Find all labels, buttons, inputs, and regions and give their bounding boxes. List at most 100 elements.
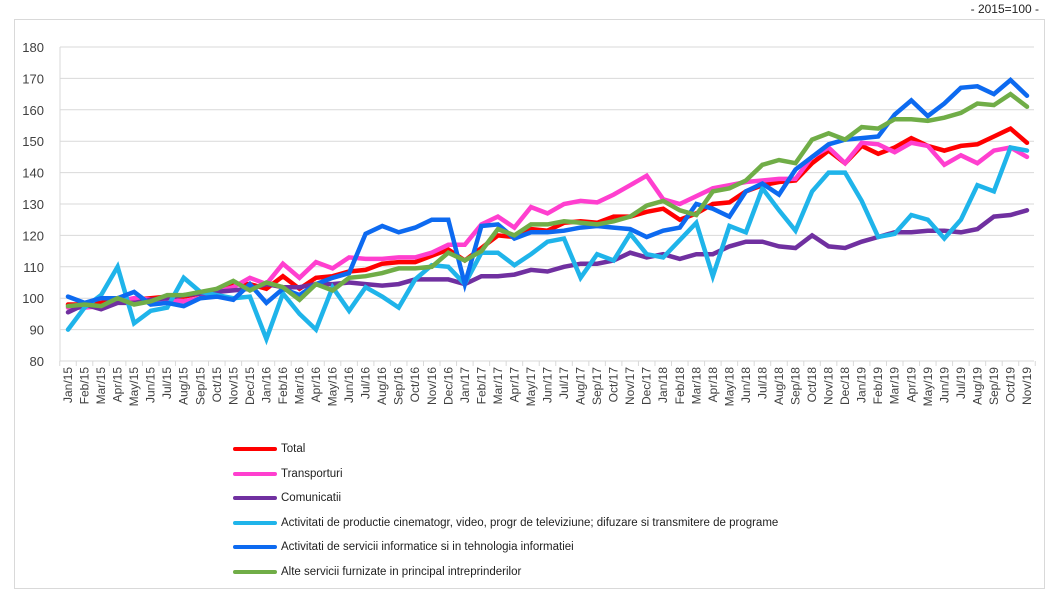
x-tick-label: Jan/16 [259, 367, 273, 403]
x-tick-label: Feb/18 [673, 367, 687, 405]
x-tick-label: Aug/16 [375, 367, 389, 405]
x-axis: Jan/15 Feb/15 Mar/15 Apr/15 May/15 Jun/15 Jul/… [59, 360, 1036, 407]
x-tick-label: Jun/16 [342, 367, 356, 403]
series-line-0 [65, 125, 1030, 307]
legend-item-transporturi: Transporturi [233, 462, 778, 487]
x-tick-label: Nov/15 [226, 367, 240, 405]
x-tick-label: Apr/17 [507, 367, 521, 403]
x-tick-label: Sep/15 [193, 367, 207, 405]
x-tick-label: Mar/19 [888, 367, 902, 405]
x-tick-label: Sep/18 [789, 367, 803, 405]
x-tick-label: Aug/17 [574, 367, 588, 405]
legend-item-comunicatii: Comunicatii [233, 486, 778, 511]
x-tick-label: Aug/18 [772, 367, 786, 405]
y-tick-label: 160 [22, 103, 44, 118]
x-tick-label: Dec/16 [441, 367, 455, 405]
x-tick-label: Sep/17 [590, 367, 604, 405]
x-tick-label: Nov/19 [1020, 367, 1034, 405]
x-tick-label: Oct/19 [1003, 367, 1017, 403]
x-tick-label: Aug/15 [177, 367, 191, 405]
x-tick-label: Jul/18 [755, 367, 769, 399]
legend: Total Transporturi Comunicatii Activitat… [233, 437, 778, 584]
x-tick-label: Jan/15 [61, 367, 75, 403]
x-tick-label: Apr/15 [111, 367, 125, 403]
x-tick-label: Jun/17 [541, 367, 555, 403]
x-tick-label: Feb/16 [276, 367, 290, 405]
x-tick-label: Feb/19 [871, 367, 885, 405]
x-tick-label: Apr/16 [309, 367, 323, 403]
legend-item-alte-servicii: Alte servicii furnizate in principal int… [233, 560, 778, 585]
legend-label: Comunicatii [281, 492, 342, 505]
x-tick-label: May/15 [127, 367, 141, 407]
x-tick-label: Dec/17 [640, 367, 654, 405]
x-tick-label: Jan/17 [458, 367, 472, 403]
x-tick-label: Oct/15 [210, 367, 224, 403]
legend-label: Activitati de servicii informatice si in… [281, 541, 574, 554]
series-lines [65, 76, 1030, 346]
x-tick-label: Jan/19 [855, 367, 869, 403]
x-tick-label: Feb/17 [474, 367, 488, 405]
x-tick-label: Jun/19 [937, 367, 951, 403]
legend-swatch [233, 569, 277, 574]
x-tick-label: May/18 [722, 367, 736, 407]
x-tick-label: Jul/16 [359, 367, 373, 399]
series-line-3 [65, 144, 1030, 346]
x-tick-label: Apr/18 [706, 367, 720, 403]
y-tick-label: 100 [22, 291, 44, 306]
legend-label: Total [281, 443, 306, 456]
x-tick-label: May/17 [524, 367, 538, 407]
legend-item-it: Activitati de servicii informatice si in… [233, 535, 778, 560]
y-tick-label: 80 [30, 354, 44, 369]
y-axis-ticks: 80 90 100 110 120 130 140 150 160 170 180 [22, 40, 44, 369]
x-tick-label: Oct/18 [805, 367, 819, 403]
series-line-4 [65, 76, 1030, 309]
chart-subtitle: - 2015=100 - [970, 2, 1039, 16]
x-tick-label: Sep/16 [392, 367, 406, 405]
x-tick-label: May/19 [921, 367, 935, 407]
y-tick-label: 130 [22, 197, 44, 212]
x-tick-label: Mar/18 [689, 367, 703, 405]
x-tick-label: Oct/16 [408, 367, 422, 403]
x-tick-label: Nov/18 [822, 367, 836, 405]
x-tick-label: Apr/19 [904, 367, 918, 403]
x-tick-label: Dec/18 [838, 367, 852, 405]
x-tick-label: Jul/15 [160, 367, 174, 399]
x-tick-label: Sep/19 [987, 367, 1001, 405]
x-tick-label: Nov/16 [425, 367, 439, 405]
legend-swatch [233, 447, 277, 452]
legend-swatch [233, 471, 277, 476]
x-tick-label: Mar/15 [94, 367, 108, 405]
y-tick-label: 90 [30, 323, 44, 338]
legend-item-total: Total [233, 437, 778, 462]
x-tick-label: Jun/18 [739, 367, 753, 403]
x-tick-label: Jul/17 [557, 367, 571, 399]
legend-swatch [233, 545, 277, 550]
x-tick-label: Nov/17 [623, 367, 637, 405]
chart-frame [14, 19, 1045, 589]
series-line-2 [65, 208, 1030, 315]
series-line-5 [65, 91, 1030, 309]
y-tick-label: 180 [22, 40, 44, 55]
x-tick-label: Dec/15 [243, 367, 257, 405]
x-tick-label: May/16 [326, 367, 340, 407]
x-tick-label: Aug/19 [970, 367, 984, 405]
legend-item-cinematografie: Activitati de productie cinematogr, vide… [233, 511, 778, 536]
legend-swatch [233, 496, 277, 501]
y-tick-label: 150 [22, 134, 44, 149]
x-tick-label: Jan/18 [656, 367, 670, 403]
legend-label: Transporturi [281, 467, 343, 480]
legend-label: Alte servicii furnizate in principal int… [281, 565, 522, 578]
y-tick-label: 110 [23, 260, 44, 275]
legend-swatch [233, 520, 277, 525]
x-tick-label: Mar/17 [491, 367, 505, 405]
y-tick-label: 140 [22, 166, 44, 181]
legend-label: Activitati de productie cinematogr, vide… [281, 516, 779, 529]
x-tick-label: Oct/17 [607, 367, 621, 403]
x-tick-label: Feb/15 [78, 367, 92, 405]
x-tick-label: Jun/15 [144, 367, 158, 403]
x-tick-label: Mar/16 [292, 367, 306, 405]
y-tick-label: 120 [22, 228, 44, 243]
x-tick-label: Jul/19 [954, 367, 968, 399]
y-tick-label: 170 [22, 71, 44, 86]
